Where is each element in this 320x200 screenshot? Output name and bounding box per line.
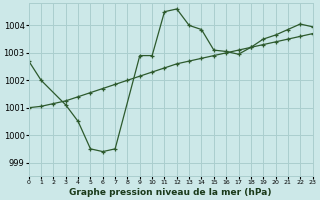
X-axis label: Graphe pression niveau de la mer (hPa): Graphe pression niveau de la mer (hPa) — [69, 188, 272, 197]
